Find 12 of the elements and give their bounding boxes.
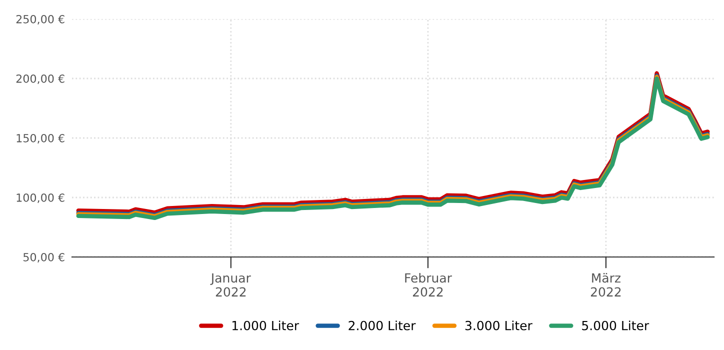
legend-label: 2.000 Liter: [348, 320, 416, 330]
y-tick-label: 50,00 €: [24, 252, 64, 263]
x-tick-label: März 2022: [590, 273, 621, 297]
y-tick-label: 150,00 €: [16, 134, 64, 144]
legend-label: 5.000 Liter: [582, 320, 650, 330]
legend-label: 1.000 Liter: [232, 320, 300, 330]
x-tick-label: Januar 2022: [210, 273, 251, 297]
y-tick-label: 100,00 €: [16, 193, 64, 204]
y-tick-label: 200,00 €: [16, 74, 64, 84]
y-tick-label: 250,00 €: [16, 14, 64, 25]
legend-label: 3.000 Liter: [465, 320, 532, 330]
x-tick-label: Februar 2022: [405, 272, 452, 297]
